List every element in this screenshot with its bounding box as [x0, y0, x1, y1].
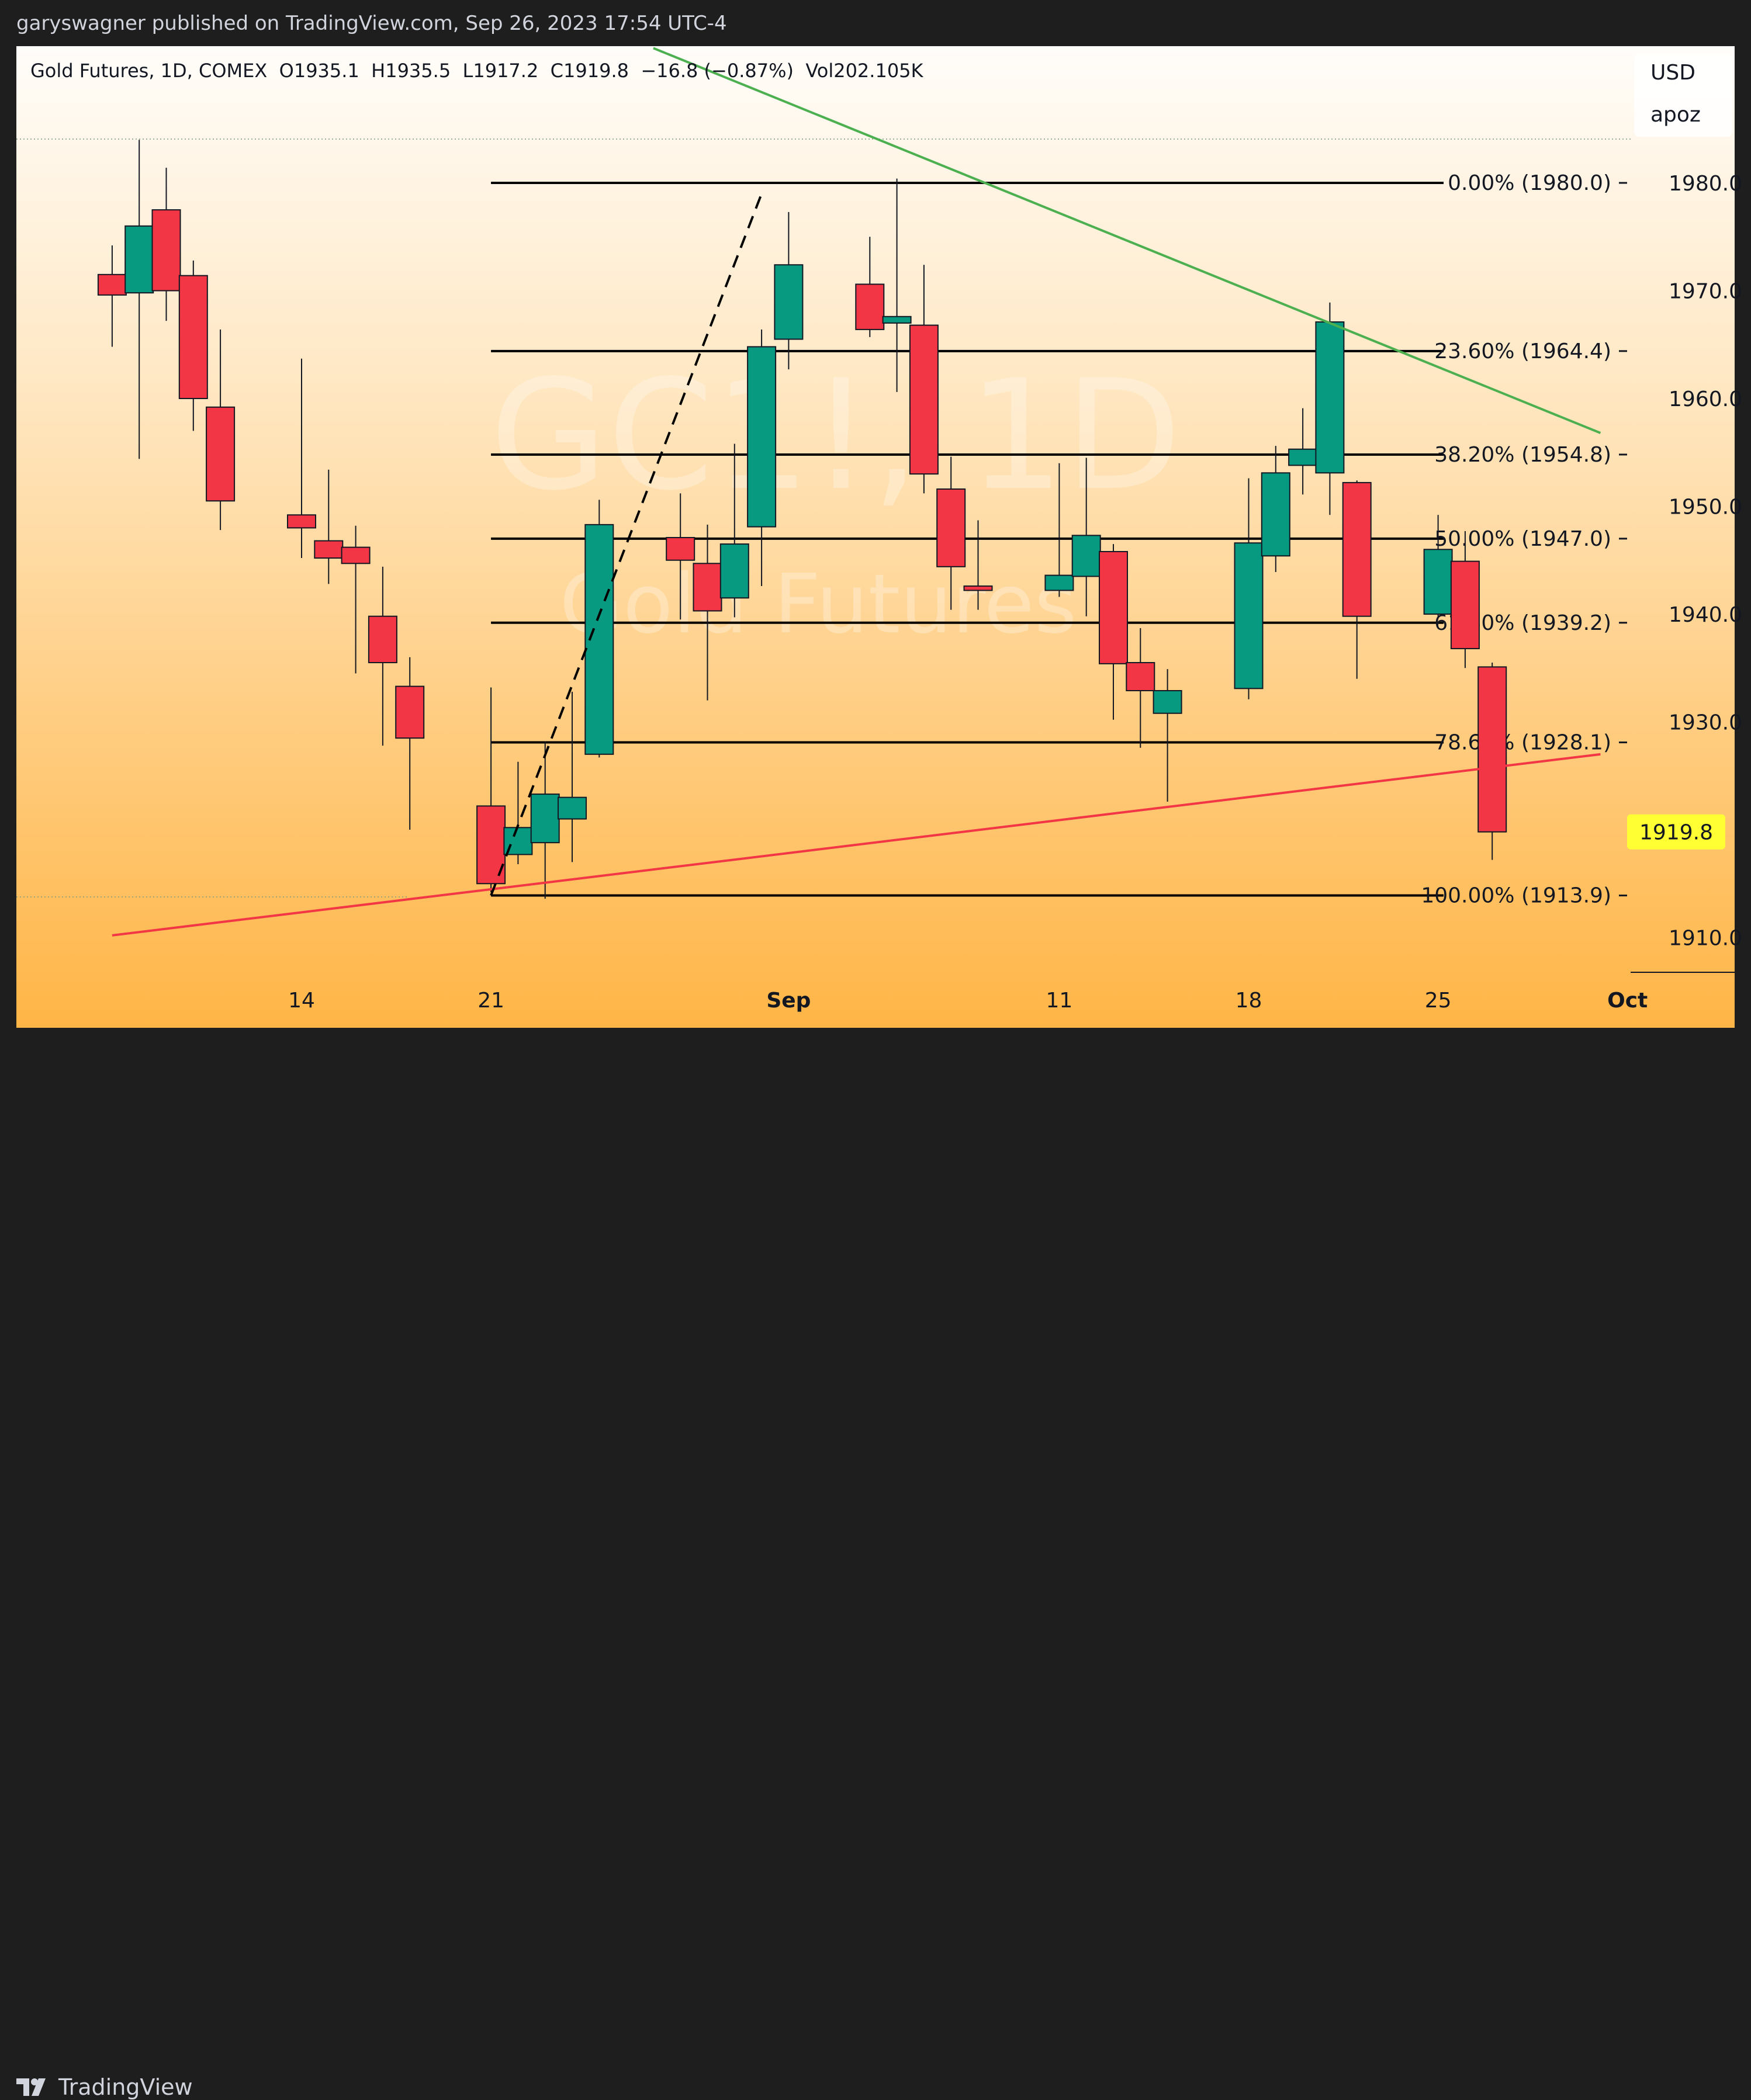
low-value: L1917.2: [462, 60, 539, 82]
last-price-label: 1919.8: [1639, 821, 1713, 845]
candle-body: [206, 406, 236, 502]
y-axis-tick-label: 1930.0: [1669, 711, 1742, 735]
candle-body: [963, 585, 993, 591]
x-axis-tick-label: 25: [1425, 989, 1452, 1013]
candle-body: [1153, 689, 1182, 714]
candle-body: [368, 615, 397, 664]
candle-body: [1071, 535, 1101, 577]
y-axis-tick-label: 1910.0: [1669, 927, 1742, 951]
volume-value: Vol202.105K: [805, 60, 923, 82]
candle-body: [1450, 560, 1480, 650]
candle-body: [1342, 481, 1372, 617]
candle-body: [855, 283, 885, 330]
last-price-badge: [1627, 814, 1725, 850]
candle-body: [1477, 666, 1507, 833]
y-axis-tick-label: 1940.0: [1669, 603, 1742, 627]
y-axis-tick-label: 1960.0: [1669, 387, 1742, 411]
publisher-line: garyswagner published on TradingView.com…: [16, 12, 727, 35]
candle-body: [936, 488, 966, 567]
y-axis-tick-label: 1950.0: [1669, 495, 1742, 519]
unit-label[interactable]: apoz: [1650, 103, 1701, 127]
candle-body: [1099, 550, 1128, 664]
candle-body: [178, 275, 208, 400]
x-axis-tick-label: 14: [288, 989, 315, 1013]
tradingview-wordmark: TradingView: [58, 2074, 193, 2100]
candle-body: [558, 796, 587, 820]
candle-body: [747, 346, 777, 528]
x-axis-tick-label: 11: [1046, 989, 1072, 1013]
candle-body: [287, 514, 316, 529]
candle-body: [693, 563, 722, 612]
candle-body: [909, 324, 939, 475]
watermark-name: Gold Futures: [559, 557, 1077, 652]
price-chart[interactable]: GC1!, 1D Gold Futures 0.00% (1980.0) 23.6…: [0, 0, 1751, 1028]
tradingview-logo-icon: [16, 2078, 46, 2096]
x-axis-tick-label: 21: [477, 989, 504, 1013]
candle-body: [314, 540, 344, 559]
candle-body: [1315, 321, 1345, 474]
fib-level-label: 38.20% (1954.8): [1434, 443, 1611, 467]
candle-body: [1044, 574, 1074, 591]
candle-body: [151, 209, 181, 292]
currency-label[interactable]: USD: [1650, 61, 1695, 85]
open-value: O1935.1: [279, 60, 359, 82]
x-axis-tick-label: Sep: [766, 989, 811, 1013]
publisher-bar: garyswagner published on TradingView.com…: [0, 0, 1751, 46]
candle-body: [124, 225, 154, 294]
y-axis-tick-label: 1970.0: [1669, 280, 1742, 304]
candle-body: [1126, 662, 1155, 691]
candle-body: [1234, 542, 1264, 689]
candle-body: [530, 793, 560, 844]
candle-body: [774, 264, 804, 340]
candle-body: [1423, 549, 1453, 615]
candle-body: [719, 543, 749, 599]
candle-body: [1288, 448, 1318, 466]
candle-body: [1261, 472, 1290, 557]
currency-unit-box[interactable]: USD apoz: [1634, 54, 1732, 137]
symbol-header: Gold Futures, 1D, COMEX O1935.1 H1935.5 …: [30, 60, 923, 82]
trendline-resistance: [653, 47, 1601, 434]
close-value: C1919.8: [550, 60, 629, 82]
candle-body: [395, 685, 425, 739]
fib-level-label: 23.60% (1964.4): [1434, 339, 1611, 363]
x-axis-tick-label: 18: [1236, 989, 1262, 1013]
footer-bar: TradingView: [0, 1028, 1751, 2100]
candle-body: [97, 273, 127, 296]
symbol-name: Gold Futures, 1D, COMEX: [30, 60, 268, 82]
trendline-support: [112, 753, 1601, 937]
candle-body: [341, 546, 371, 564]
chart-background: [16, 46, 1735, 1028]
fib-level-label: 78.60% (1928.1): [1434, 731, 1611, 755]
fib-level-label: 100.00% (1913.9): [1421, 884, 1611, 908]
y-axis-tick-label: 1980.0: [1669, 172, 1742, 196]
x-axis-tick-label: Oct: [1607, 989, 1648, 1013]
candle-body: [666, 537, 695, 561]
fib-level-label: 50.00% (1947.0): [1434, 527, 1611, 551]
watermark-symbol: GC1!, 1D: [490, 348, 1182, 524]
candle-body: [882, 316, 912, 324]
fib-level-label: 0.00% (1980.0): [1448, 171, 1611, 195]
tradingview-logo[interactable]: TradingView: [16, 2074, 193, 2100]
high-value: H1935.5: [371, 60, 451, 82]
change-value: −16.8 (−0.87%): [641, 60, 794, 82]
